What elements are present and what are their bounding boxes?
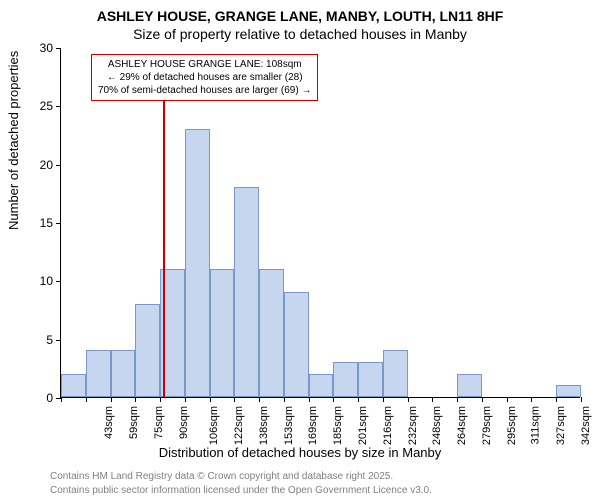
x-tick-mark (309, 397, 310, 402)
x-tick-mark (234, 397, 235, 402)
x-tick-mark (358, 397, 359, 402)
histogram-bar (457, 374, 482, 397)
x-tick-mark (333, 397, 334, 402)
x-tick-label: 327sqm (555, 406, 567, 445)
x-tick-label: 232sqm (407, 406, 419, 445)
histogram-bar (185, 129, 210, 397)
histogram-bar (358, 362, 383, 397)
plot-area: 05101520253043sqm59sqm75sqm90sqm106sqm12… (60, 48, 580, 398)
x-tick-mark (210, 397, 211, 402)
x-tick-label: 138sqm (258, 406, 270, 445)
x-tick-mark (61, 397, 62, 402)
x-tick-mark (160, 397, 161, 402)
x-tick-mark (408, 397, 409, 402)
x-tick-mark (581, 397, 582, 402)
info-box-line1: ASHLEY HOUSE GRANGE LANE: 108sqm (98, 58, 311, 71)
y-tick-mark (56, 48, 61, 49)
x-tick-label: 59sqm (128, 406, 140, 439)
x-tick-label: 279sqm (481, 406, 493, 445)
histogram-bar (135, 304, 160, 397)
x-tick-mark (507, 397, 508, 402)
x-tick-label: 75sqm (153, 406, 165, 439)
histogram-bar (333, 362, 358, 397)
histogram-bar (556, 385, 581, 397)
x-tick-mark (185, 397, 186, 402)
y-tick-label: 5 (23, 333, 53, 347)
x-tick-mark (457, 397, 458, 402)
info-box-line3: 70% of semi-detached houses are larger (… (98, 84, 311, 97)
x-tick-label: 122sqm (233, 406, 245, 445)
y-tick-mark (56, 106, 61, 107)
x-tick-mark (259, 397, 260, 402)
x-tick-mark (556, 397, 557, 402)
x-tick-mark (86, 397, 87, 402)
histogram-bar (309, 374, 334, 397)
histogram-bar (86, 350, 111, 397)
histogram-bar (111, 350, 136, 397)
x-axis-label: Distribution of detached houses by size … (0, 445, 600, 460)
x-tick-label: 342sqm (580, 406, 592, 445)
x-tick-label: 185sqm (332, 406, 344, 445)
y-tick-mark (56, 340, 61, 341)
histogram-bar (234, 187, 259, 397)
x-tick-label: 43sqm (103, 406, 115, 439)
x-tick-label: 216sqm (382, 406, 394, 445)
x-tick-label: 295sqm (506, 406, 518, 445)
footer-copyright-line1: Contains HM Land Registry data © Crown c… (50, 471, 393, 482)
y-tick-label: 20 (23, 158, 53, 172)
x-tick-label: 90sqm (178, 406, 190, 439)
x-tick-mark (111, 397, 112, 402)
footer-copyright-line2: Contains public sector information licen… (50, 485, 432, 496)
x-tick-mark (531, 397, 532, 402)
y-tick-label: 15 (23, 216, 53, 230)
y-tick-label: 30 (23, 41, 53, 55)
x-tick-mark (284, 397, 285, 402)
histogram-bar (284, 292, 309, 397)
x-tick-label: 201sqm (357, 406, 369, 445)
x-tick-mark (432, 397, 433, 402)
y-tick-mark (56, 165, 61, 166)
x-tick-label: 153sqm (283, 406, 295, 445)
x-tick-mark (383, 397, 384, 402)
histogram-bar (259, 269, 284, 397)
chart-title-line1: ASHLEY HOUSE, GRANGE LANE, MANBY, LOUTH,… (0, 8, 600, 24)
y-tick-label: 0 (23, 391, 53, 405)
x-tick-mark (482, 397, 483, 402)
x-tick-mark (135, 397, 136, 402)
y-tick-label: 25 (23, 99, 53, 113)
y-tick-label: 10 (23, 274, 53, 288)
x-tick-label: 106sqm (209, 406, 221, 445)
info-box-line2: ← 29% of detached houses are smaller (28… (98, 71, 311, 84)
info-box: ASHLEY HOUSE GRANGE LANE: 108sqm← 29% of… (91, 54, 318, 101)
x-tick-label: 264sqm (456, 406, 468, 445)
y-tick-mark (56, 223, 61, 224)
x-tick-label: 311sqm (530, 406, 542, 444)
histogram-bar (210, 269, 235, 397)
marker-line (163, 99, 165, 397)
y-tick-mark (56, 281, 61, 282)
y-axis-label: Number of detached properties (6, 51, 21, 230)
x-tick-label: 169sqm (308, 406, 320, 445)
histogram-bar (61, 374, 86, 397)
x-tick-label: 248sqm (431, 406, 443, 445)
chart-container: ASHLEY HOUSE, GRANGE LANE, MANBY, LOUTH,… (0, 0, 600, 500)
histogram-bar (383, 350, 408, 397)
chart-title-line2: Size of property relative to detached ho… (0, 26, 600, 42)
